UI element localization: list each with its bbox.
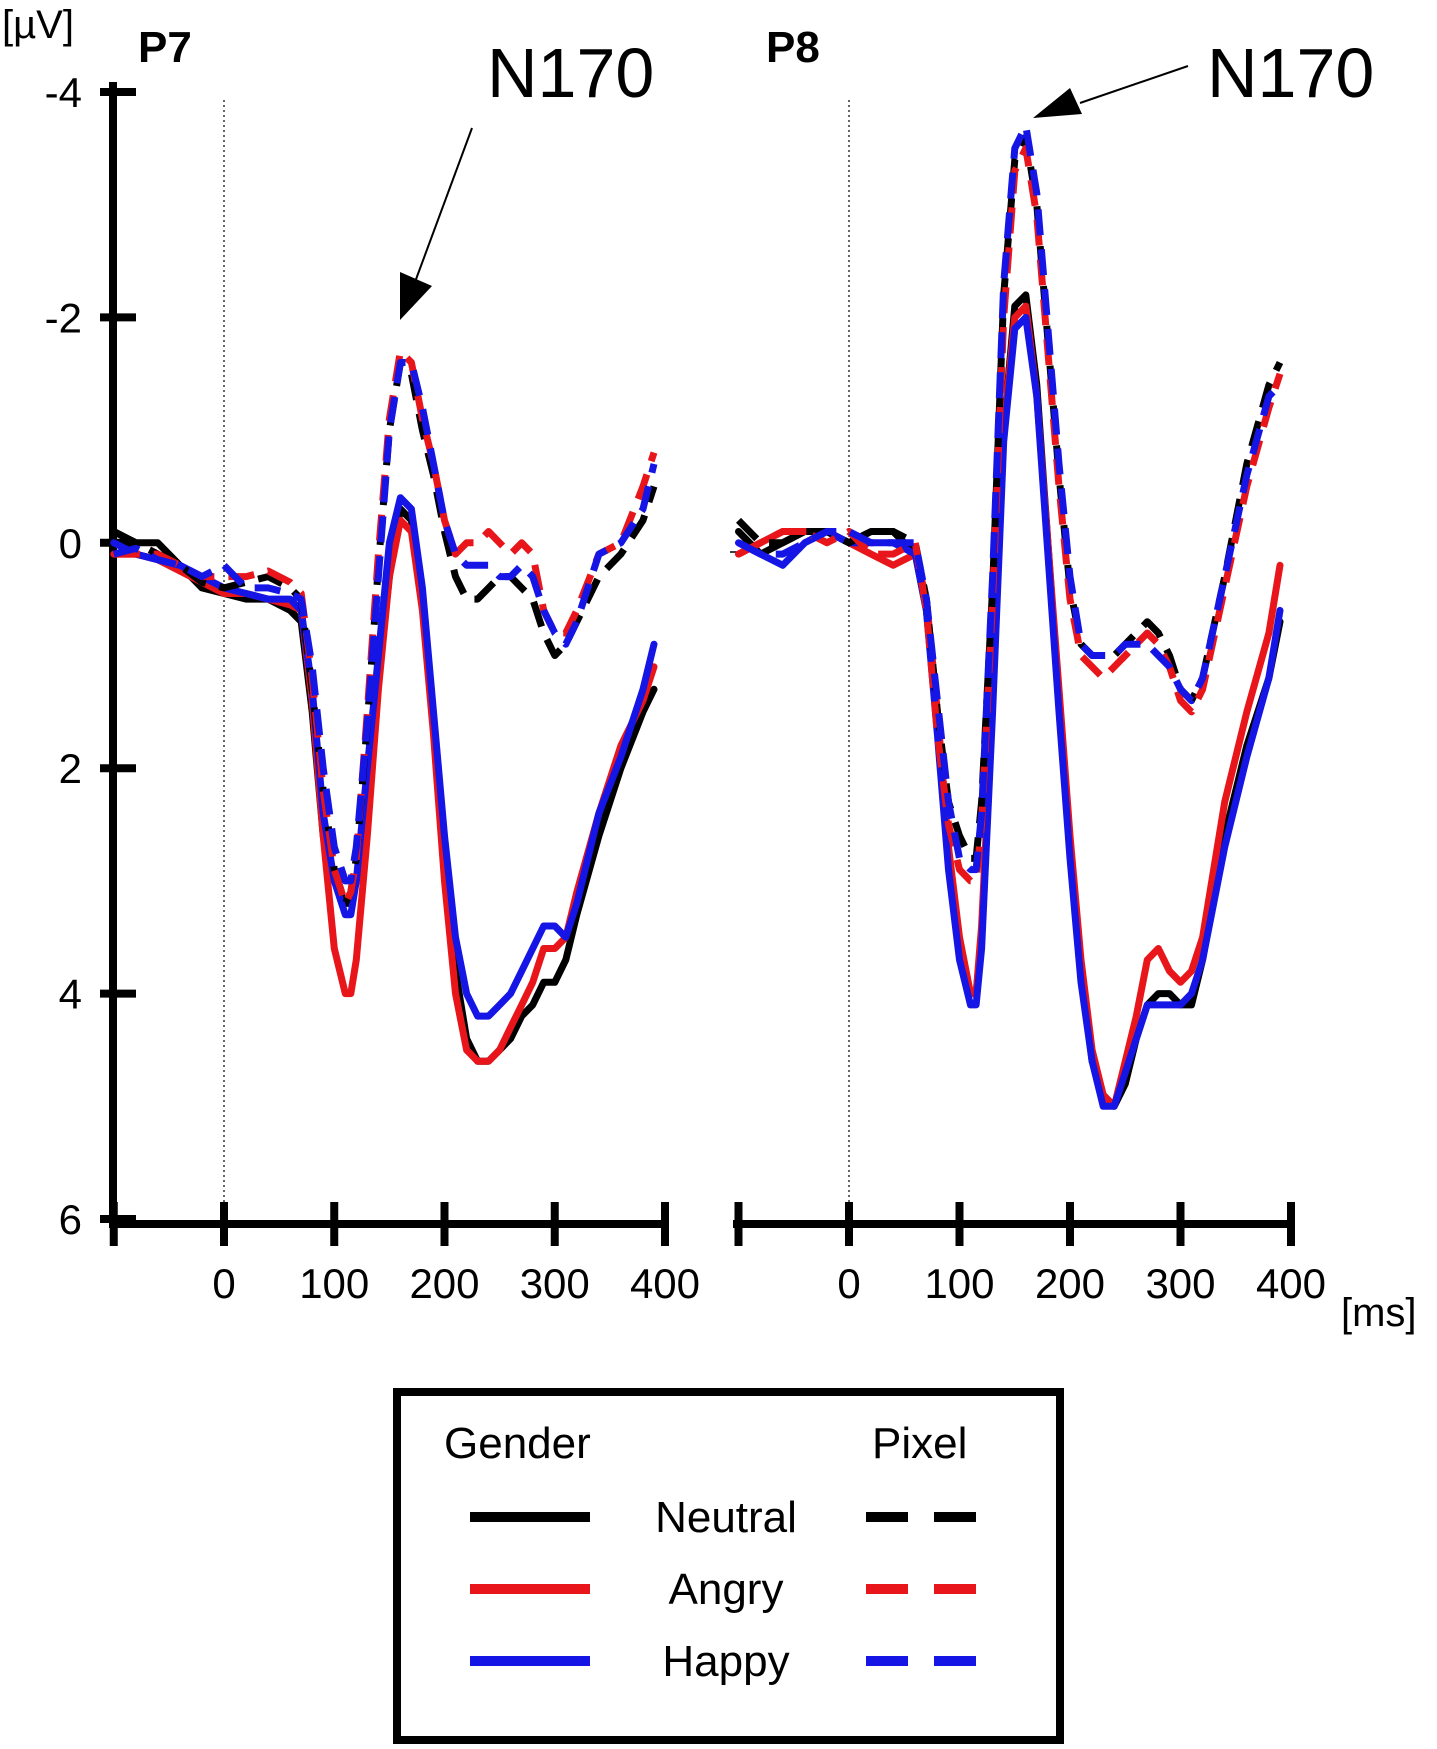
y-tick-label: -2 (45, 294, 82, 341)
p7-x-tick-label: 0 (212, 1260, 235, 1307)
p7-title: P7 (138, 23, 192, 72)
p8-series-pixel-neutral (736, 133, 1284, 862)
p8-n170-label: N170 (1207, 34, 1374, 112)
p8-x-tick-label: 200 (1035, 1260, 1105, 1307)
p7-series-gender-happy (110, 494, 658, 1020)
y-tick-label: -4 (45, 69, 82, 116)
p8-x-tick-label: 0 (837, 1260, 860, 1307)
p8-n170-arrow (1033, 65, 1189, 118)
y-unit-label: [µV] (2, 3, 74, 47)
p8-x-tick-label: 300 (1145, 1260, 1215, 1307)
p7-series-pixel-happy (112, 359, 658, 885)
y-tick-label: 2 (59, 745, 82, 792)
p8-series-pixel-angry (736, 144, 1284, 885)
p8-panel: 0 100 200 300 400 P8 N170 [ms] (730, 23, 1417, 1335)
p7-n170-label: N170 (487, 34, 654, 112)
p7-panel: -4 -2 0 2 4 6 0 100 200 300 400 P7 [µV] N170 (2, 3, 700, 1307)
p7-x-tick-label: 100 (299, 1260, 369, 1307)
p8-series-pixel-happy (736, 122, 1283, 874)
legend-box (393, 1388, 1064, 1744)
legend-label: Neutral (655, 1493, 797, 1542)
y-tick-label: 0 (59, 520, 82, 567)
p7-series-pixel-neutral (112, 359, 658, 907)
p7-x-tick-label: 400 (630, 1260, 700, 1307)
p7-x-tick-label: 300 (520, 1260, 590, 1307)
legend-label: Angry (669, 1565, 784, 1614)
p8-title: P8 (766, 23, 820, 72)
legend-label: Happy (662, 1637, 789, 1686)
x-unit-label: [ms] (1341, 1291, 1417, 1335)
legend-header-gender: Gender (444, 1419, 591, 1468)
p7-n170-arrow (400, 127, 473, 320)
y-tick-label: 6 (59, 1196, 82, 1243)
legend-header-pixel: Pixel (872, 1419, 967, 1468)
p7-x-tick-label: 200 (409, 1260, 479, 1307)
p8-x-tick-label: 400 (1256, 1260, 1326, 1307)
legend: Gender Pixel Neutral Angry Happy (393, 1388, 1064, 1744)
p8-x-tick-label: 100 (924, 1260, 994, 1307)
p8-series-gender-happy (735, 313, 1284, 1110)
y-tick-label: 4 (59, 971, 82, 1018)
